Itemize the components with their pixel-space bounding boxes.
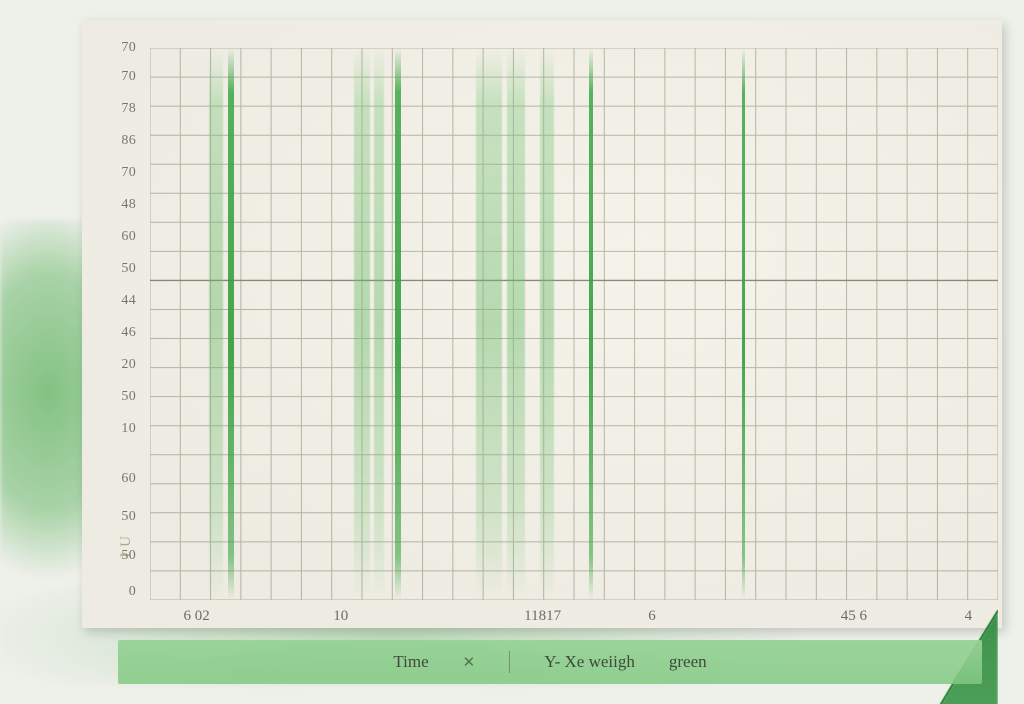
y-tick-label: 48 xyxy=(121,197,136,213)
x-tick-label: 45 6 xyxy=(841,608,867,625)
y-tick-label: 70 xyxy=(121,40,136,56)
watercolor-streak xyxy=(742,48,745,600)
y-tick-label: 70 xyxy=(121,69,136,85)
legend-bar: Time ✕ Y- Xe weiigh green xyxy=(118,640,982,684)
watercolor-streak xyxy=(476,48,502,600)
y-tick-label: 50 xyxy=(121,389,136,405)
chart-card: 707078867048605044462050106050500 6 0210… xyxy=(82,20,1002,628)
x-tick-label: 6 02 xyxy=(184,608,210,625)
plot-area xyxy=(150,48,998,600)
y-tick-label: 50 xyxy=(121,261,136,277)
watercolor-streak xyxy=(354,48,370,600)
y-tick-label: 60 xyxy=(121,471,136,487)
y-tick-label: 78 xyxy=(121,101,136,117)
x-tick-label: 4 xyxy=(965,608,973,625)
x-tick-label: 6 xyxy=(648,608,656,625)
x-tick-label: 11817 xyxy=(524,608,561,625)
watercolor-streak xyxy=(374,48,384,600)
y-tick-label: 20 xyxy=(121,357,136,373)
y-tick-label: 60 xyxy=(121,229,136,245)
watercolor-streak xyxy=(395,48,401,600)
legend-y-label: Y- Xe weiigh xyxy=(544,652,635,672)
legend-separator xyxy=(509,651,510,673)
y-tick-label: 50 xyxy=(121,509,136,525)
y-tick-label: 46 xyxy=(121,325,136,341)
watercolor-streak xyxy=(540,48,554,600)
legend-time-label: Time xyxy=(393,652,428,672)
y-tick-label: 44 xyxy=(121,293,136,309)
watercolor-streak xyxy=(209,48,223,600)
y-tick-label: 70 xyxy=(121,165,136,181)
watercolor-streaks xyxy=(150,48,998,600)
y-tick-label: 10 xyxy=(121,421,136,437)
stage: 707078867048605044462050106050500 6 0210… xyxy=(0,0,1024,704)
y-axis-side-label: I U xyxy=(118,535,135,558)
x-tick-label: 10 xyxy=(333,608,348,625)
watercolor-streak xyxy=(228,48,234,600)
y-tick-label: 86 xyxy=(121,133,136,149)
y-tick-label: 0 xyxy=(129,584,136,600)
y-axis-ticks: 707078867048605044462050106050500 xyxy=(82,48,142,600)
watercolor-streak xyxy=(589,48,593,600)
x-axis-ticks: 6 02 10 11817 6 45 6 4 xyxy=(150,608,998,628)
legend-series-label: green xyxy=(669,652,707,672)
x-icon: ✕ xyxy=(463,653,476,671)
watercolor-streak xyxy=(507,48,525,600)
